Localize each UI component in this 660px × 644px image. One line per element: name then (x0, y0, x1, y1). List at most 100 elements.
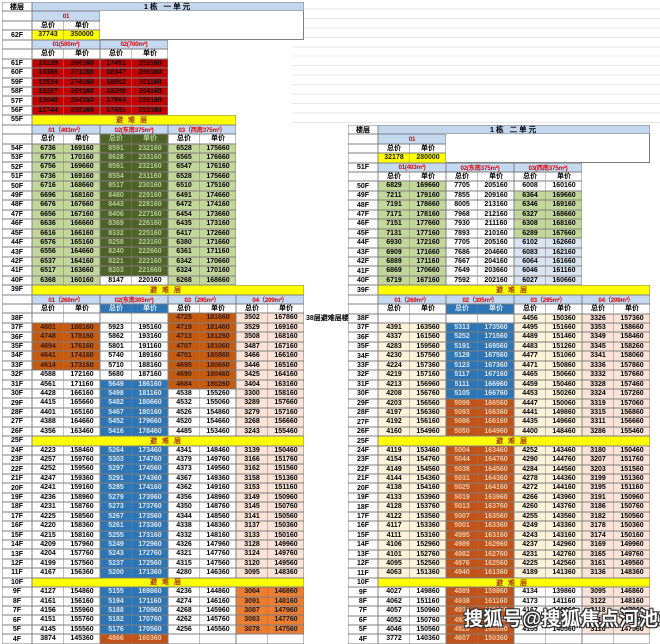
price-cell: 4456 150360 (514, 313, 582, 324)
subheader-cell: 总价 单价 (100, 49, 168, 59)
table-row: 32178 280000 (348, 153, 650, 163)
total-price: 4219 (378, 370, 410, 379)
unit-price: 179660 (138, 418, 162, 426)
price-cell: 3178 150360 (582, 521, 650, 531)
table-row: 36F 4748 178160 5862 193160 4713 181260 3508 168… (2, 332, 304, 342)
table-row: 总价 单价 总价 单价 总价 单价 (2, 134, 304, 144)
unit-price: 158160 (70, 531, 94, 539)
floor-cell: 26F (2, 426, 32, 437)
price-cell: 4063 151360 (378, 568, 446, 578)
total-price: 32178 (378, 153, 410, 162)
price-cell: 5297 174560 (100, 464, 168, 474)
total-price: 12744 (32, 106, 64, 115)
total-price: 4145 (32, 625, 64, 634)
price-cell: 4485 153460 (168, 426, 236, 437)
total-price: 5264 (100, 446, 132, 455)
price-cell: 5710 188160 (100, 360, 168, 371)
unit-price: 176160 (206, 163, 230, 171)
unit-price: 157060 (620, 399, 644, 407)
column-header: 03（295m²） (168, 294, 236, 304)
unit-price: 171660 (206, 238, 230, 246)
floor-cell (2, 124, 32, 135)
price-cell: 6676 167660 (32, 200, 100, 210)
unit-price: 178460 (138, 427, 162, 435)
floor-cell: 59F (2, 77, 32, 87)
total-price: 8005 (446, 200, 478, 209)
total-price: 4223 (32, 446, 64, 455)
unit-price: 166760 (484, 390, 508, 398)
price-cell: 4257 159760 (32, 455, 100, 465)
floor-cell: 32F (2, 370, 32, 380)
unit-price: 204160 (484, 257, 508, 265)
unit-price: 151460 (552, 333, 576, 341)
price-cell: 6368 160160 (32, 275, 100, 286)
price-cell: 5025 164160 (446, 483, 514, 493)
unit-price: 162560 (484, 559, 508, 567)
unit-price: 163460 (70, 427, 94, 435)
refuge-label: 避难层 (378, 577, 650, 588)
table-row: 51F 01(403m²) 02(东南375m²) 03(西南375m²) (348, 162, 650, 173)
total-price: 4278 (514, 474, 546, 483)
unit-price: 167160 (70, 210, 94, 218)
price-cell: 5416 178460 (100, 426, 168, 437)
unit-price: 148560 (206, 512, 230, 520)
floor-cell: 21F (2, 473, 32, 484)
total-price: 4173 (514, 597, 546, 606)
unit-price: 178160 (416, 210, 440, 218)
unit-price: 153760 (416, 503, 440, 511)
total-price: 4046 (378, 625, 410, 634)
total-price: 3324 (582, 389, 614, 398)
table-row: 01（269m²） 02(东南305m²) 03（295m²） 04（209m²） (2, 294, 304, 304)
total-price: 5467 (100, 408, 132, 417)
subheader-cell: 总价 单价 (514, 172, 582, 182)
price-cell: 4532 155060 (168, 398, 236, 408)
price-cell: 4224 157360 (378, 360, 446, 371)
unit-price: 166560 (484, 399, 508, 407)
table-row: 20F 4241 159160 5285 174160 4362 149160 3153 151… (2, 483, 304, 493)
total-price: 3404 (236, 380, 268, 389)
table-row: 38F 4725 181660 3502 167860 (2, 313, 304, 323)
price-cell: 5155 169860 (100, 587, 168, 597)
total-price: 4128 (378, 502, 410, 511)
price-cell: 4274 146160 (168, 596, 236, 606)
unit-price (410, 314, 446, 323)
total-price: 7592 (446, 276, 478, 285)
unit-price: 186160 (138, 380, 162, 388)
price-cell: 4982 162760 (446, 549, 514, 559)
total-price: 4614 (32, 361, 64, 370)
table-row: 4F 3772 140360 4607 150360 (348, 634, 650, 644)
total-price: 3207 (582, 455, 614, 464)
total-price: 6719 (378, 276, 410, 285)
unit-price: 159560 (70, 465, 94, 473)
total-price: 6576 (32, 238, 64, 247)
column-header: 03（西南375m²） (168, 124, 236, 135)
unit-price: 179160 (416, 191, 440, 199)
price-cell: 4062 151160 (378, 596, 446, 607)
unit-price: 163660 (70, 267, 94, 275)
floor-cell: 20F (348, 483, 378, 493)
unit-price: 177160 (416, 229, 440, 237)
column-header: 04（209m²） (236, 294, 304, 304)
merged-empty-cell (100, 30, 304, 40)
unit-price: 170660 (206, 257, 230, 265)
total-price: 8369 (100, 219, 132, 228)
floor-cell: 28F (2, 407, 32, 418)
price-cell: 4290 144760 (514, 455, 582, 465)
price-cell: 4237 142960 (514, 540, 582, 550)
unit-price: 153460 (206, 427, 230, 435)
total-price (514, 634, 546, 643)
floor-cell (348, 143, 378, 154)
price-cell: 3158 151360 (236, 473, 304, 484)
column-header: 01(403m²) (378, 162, 446, 173)
unit-price: 169160 (274, 323, 298, 331)
column-header: 03（295m²） (514, 294, 582, 305)
unit-price: 266160 (138, 69, 162, 77)
price-cell: 4262 145760 (168, 615, 236, 625)
total-price: 6346 (514, 200, 546, 209)
price-cell: 4219 157160 (378, 370, 446, 380)
price-cell: 4122 153560 (378, 511, 446, 522)
price-cell: 4607 150360 (446, 634, 514, 644)
floor-cell: 36F (2, 332, 32, 342)
unit-price: 159860 (484, 588, 508, 596)
total-price: 4428 (32, 389, 64, 398)
